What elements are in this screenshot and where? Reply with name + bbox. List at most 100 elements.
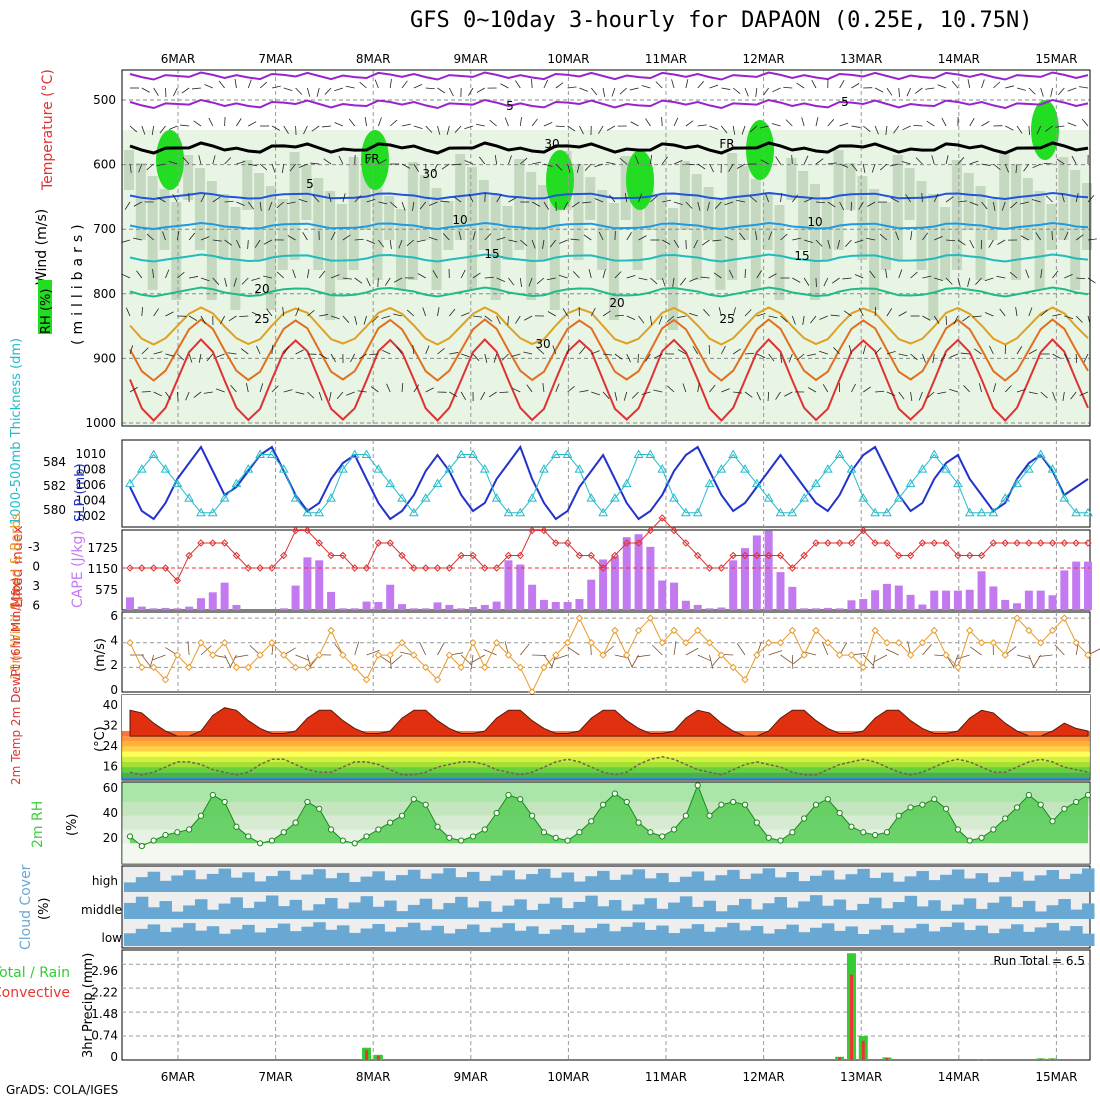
wind-barb (271, 163, 276, 173)
wind-barb (677, 349, 687, 355)
lifted-index-point (1048, 539, 1057, 547)
top-date-label: 7MAR (258, 52, 293, 66)
rh-blob (727, 153, 738, 280)
thickness-point (917, 464, 928, 473)
rh-blob (549, 198, 560, 310)
wind-barb (374, 79, 379, 89)
wind-barb (1051, 230, 1053, 241)
cloud-bar (1022, 931, 1036, 946)
rh-point (860, 829, 867, 836)
wind-barb (429, 201, 438, 206)
lifted-index-point (280, 551, 288, 560)
cloud-bar (537, 903, 551, 919)
wind-barb (614, 353, 623, 360)
cloud-bar (644, 878, 657, 892)
wind-barb (886, 308, 893, 317)
credit-text: GrADS: COLA/IGES (6, 1083, 119, 1097)
wind-point (658, 639, 666, 647)
cloud-bar (396, 927, 409, 946)
thickness-point (1035, 449, 1046, 459)
wind-barb (960, 352, 970, 355)
wind-point (1060, 614, 1069, 622)
wind-ylabel: 10m Wind Speed & Barbs (9, 513, 24, 680)
wind-barb (413, 163, 419, 172)
wind-barb (619, 157, 627, 165)
wind-point (256, 651, 264, 659)
wind-barb (732, 348, 741, 355)
cloud-bar (597, 870, 610, 892)
cloud-bar (869, 929, 882, 946)
rh-point (954, 826, 962, 833)
wind-barb (671, 79, 675, 89)
cloud-bar (573, 881, 586, 892)
wind-barb (862, 163, 866, 173)
wind-barb (336, 391, 344, 400)
wind-barb (927, 391, 935, 399)
rh-blob (715, 200, 726, 290)
cape-bar (942, 590, 951, 610)
wind-barb (910, 391, 913, 401)
wind-barb (1028, 87, 1036, 95)
lifted-index-point (433, 564, 442, 572)
wind-barb (993, 81, 1001, 89)
wind-barb (926, 120, 935, 127)
cape-bar (551, 602, 560, 610)
cloud-bar (526, 926, 539, 946)
wind-barb (697, 201, 701, 211)
wind-barb (591, 391, 600, 396)
wind-barb (1040, 269, 1043, 279)
rh-blob (632, 169, 643, 270)
cloud-bar (679, 928, 693, 946)
lifted-index-point (670, 526, 678, 535)
rh-blob (585, 177, 596, 220)
rh-point (883, 829, 891, 836)
upper-ylabel-rh: RH (%) (39, 289, 54, 334)
thickness-point (1024, 464, 1034, 473)
wind-barb (1015, 307, 1018, 317)
slp-tick: 1010 (75, 447, 106, 461)
rh-point (268, 837, 276, 844)
thickness-point (882, 507, 892, 517)
wind-barb (281, 163, 285, 173)
cloud-bar (135, 896, 149, 919)
rh-point (422, 801, 429, 808)
rh-point (162, 831, 169, 839)
cloud-bar (455, 928, 468, 946)
surface-wind-barb (673, 641, 677, 656)
wind-barb (357, 390, 367, 393)
cape-bar (918, 604, 927, 610)
wind-barb (125, 307, 131, 317)
temp-contour (129, 338, 1089, 422)
wind-barb (508, 155, 512, 165)
cloud-bar (289, 879, 303, 892)
cloud-bar (798, 901, 811, 919)
cloud-bar (194, 930, 208, 946)
wind-barb (933, 193, 939, 203)
thickness-point (728, 449, 739, 459)
surface-wind-barb (1054, 644, 1065, 656)
wind-point (871, 626, 879, 635)
wind-barb (307, 269, 310, 279)
cloud-bar (821, 923, 835, 946)
surface-wind-barb (885, 648, 899, 656)
wind-barb (216, 388, 225, 393)
thickness-point (775, 507, 786, 517)
cloud-bar (289, 931, 303, 946)
thickness-point (893, 493, 904, 502)
cloud-bar (951, 922, 965, 946)
wind-barb (230, 384, 237, 393)
cape-bar (823, 607, 832, 610)
wind-point (599, 651, 607, 659)
wind-barb (673, 239, 680, 248)
rh2m-unit: (%) (65, 814, 80, 837)
wind-barb (594, 198, 604, 203)
rh-blob (526, 172, 537, 300)
wind-barb (188, 315, 198, 321)
wind-barb (318, 391, 323, 401)
wind-barb (319, 314, 329, 317)
cloud-bar (963, 898, 977, 919)
wind-barb (567, 386, 575, 393)
wind-barb (1050, 87, 1053, 97)
wind-barb (732, 307, 736, 317)
